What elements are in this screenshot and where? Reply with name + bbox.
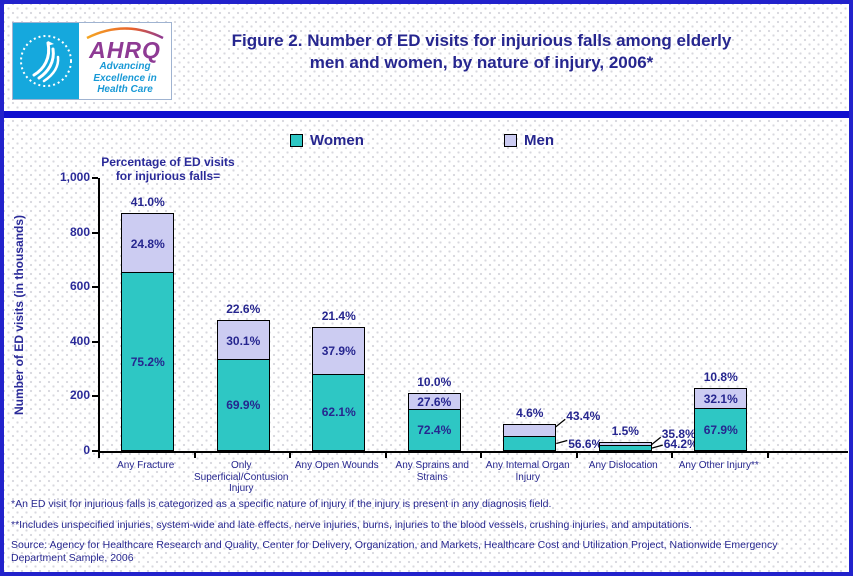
bar-women-pct-label: 69.9% [226, 398, 261, 413]
bar-segment-women [121, 272, 175, 451]
bar-men-pct-label: 35.8% [661, 427, 696, 442]
bar-women-pct-label: 64.2% [663, 437, 698, 451]
y-tick-label: 400 [69, 333, 90, 348]
header-divider-band [4, 111, 849, 118]
y-tick-label: 800 [69, 224, 90, 239]
women-swatch-icon [290, 134, 303, 147]
bar-segment-men [121, 213, 175, 274]
x-category-label: Only Superficial/Contusion Injury [194, 460, 289, 494]
ahrq-tagline: Advancing Excellence in Health Care [93, 61, 157, 95]
callout-line [554, 418, 566, 428]
y-tick-mark [92, 177, 98, 179]
x-category-label: Any Other Injury** [678, 460, 759, 471]
bar-total-pct-label: 4.6% [516, 406, 544, 421]
bar-segment-men [598, 442, 652, 447]
y-tick-label: 600 [69, 279, 90, 294]
x-tick-mark [671, 453, 673, 458]
bar-segment-men [216, 319, 270, 361]
legend-item-women: Women [290, 132, 364, 149]
bar-men-pct-label: 27.6% [417, 394, 452, 409]
y-tick-label: 1,000 [59, 170, 90, 184]
ahrq-hhs-logo: AHRQ Advancing Excellence in Health Care [12, 22, 172, 100]
x-category-label: Any Open Wounds [294, 460, 379, 471]
percentage-annotation: Percentage of ED visits for injurious fa… [101, 155, 235, 183]
x-tick-mark [98, 453, 100, 458]
y-tick-mark [92, 450, 98, 452]
y-tick-mark [92, 340, 98, 343]
x-category-label: Any Dislocation [588, 460, 658, 471]
hhs-logo [13, 23, 79, 99]
bar-women-pct-label: 75.2% [130, 354, 165, 369]
footnote-1: *An ED visit for injurious falls is cate… [11, 498, 552, 510]
figure-title-line2: men and women, by nature of injury, 2006… [309, 53, 654, 72]
y-axis-label: Number of ED visits (in thousands) [12, 214, 26, 415]
x-tick-mark [384, 453, 387, 458]
x-tick-mark [289, 453, 291, 458]
x-tick-mark [480, 453, 482, 458]
bar-segment-men [694, 388, 748, 410]
bar-men-pct-label: 32.1% [703, 392, 738, 407]
bar-segment-men [312, 326, 366, 375]
footnote-2: **Includes unspecified injuries, system-… [11, 519, 692, 531]
bar-segment-women [503, 436, 557, 451]
y-tick-mark [92, 231, 98, 234]
hhs-eagle-icon [20, 35, 72, 87]
ahrq-wordmark: AHRQ [89, 37, 161, 63]
bar-total-pct-label: 41.0% [130, 195, 165, 210]
x-category-label: Any Internal Organ Injury [485, 460, 570, 483]
y-tick-label: 200 [69, 388, 90, 403]
bar-men-pct-label: 43.4% [566, 409, 601, 424]
bar-men-pct-label: 37.9% [321, 344, 356, 359]
x-tick-mark [575, 453, 578, 458]
callout-line [556, 439, 568, 445]
bar-total-pct-label: 22.6% [226, 301, 261, 316]
x-category-label: Any Sprains and Strains [395, 460, 469, 483]
x-tick-mark [766, 453, 769, 458]
bar-women-pct-label: 56.6% [568, 437, 603, 451]
bar-women-pct-label: 67.9% [703, 422, 738, 437]
bar-segment-men [407, 392, 461, 410]
bar-men-pct-label: 24.8% [130, 236, 165, 251]
bar-total-pct-label: 21.4% [321, 308, 356, 323]
bar-segment-women [312, 373, 366, 451]
legend-label-men: Men [524, 132, 554, 149]
callout-line [651, 444, 663, 449]
ahrq-arc-icon [86, 27, 164, 39]
legend-item-men: Men [504, 132, 554, 149]
legend-label-women: Women [310, 132, 364, 149]
bar-men-pct-label: 30.1% [226, 333, 261, 348]
bar-segment-women [216, 359, 270, 451]
men-swatch-icon [504, 134, 517, 147]
y-tick-mark [92, 395, 98, 398]
bar-segment-men [503, 424, 557, 437]
ahrq-logo: AHRQ Advancing Excellence in Health Care [79, 23, 171, 99]
source-note: Source: Agency for Healthcare Research a… [11, 539, 778, 564]
bar-women-pct-label: 72.4% [417, 422, 452, 437]
y-tick-label: 0 [83, 443, 90, 457]
x-category-label: Any Fracture [117, 460, 175, 471]
bar-women-pct-label: 62.1% [321, 405, 356, 420]
bar-total-pct-label: 10.0% [417, 374, 452, 389]
figure-title: Figure 2. Number of ED visits for injuri… [124, 30, 839, 74]
bar-total-pct-label: 10.8% [703, 370, 738, 385]
bar-total-pct-label: 1.5% [611, 424, 639, 439]
y-tick-mark [92, 286, 98, 289]
figure-title-line1: Figure 2. Number of ED visits for injuri… [231, 31, 732, 50]
plot-area: 41.0% 75.2% 24.8% 22.6% 69.9% 30.1% 21.4% 62.1%… [98, 178, 848, 453]
x-tick-mark [193, 453, 196, 458]
callout-line [650, 436, 662, 446]
